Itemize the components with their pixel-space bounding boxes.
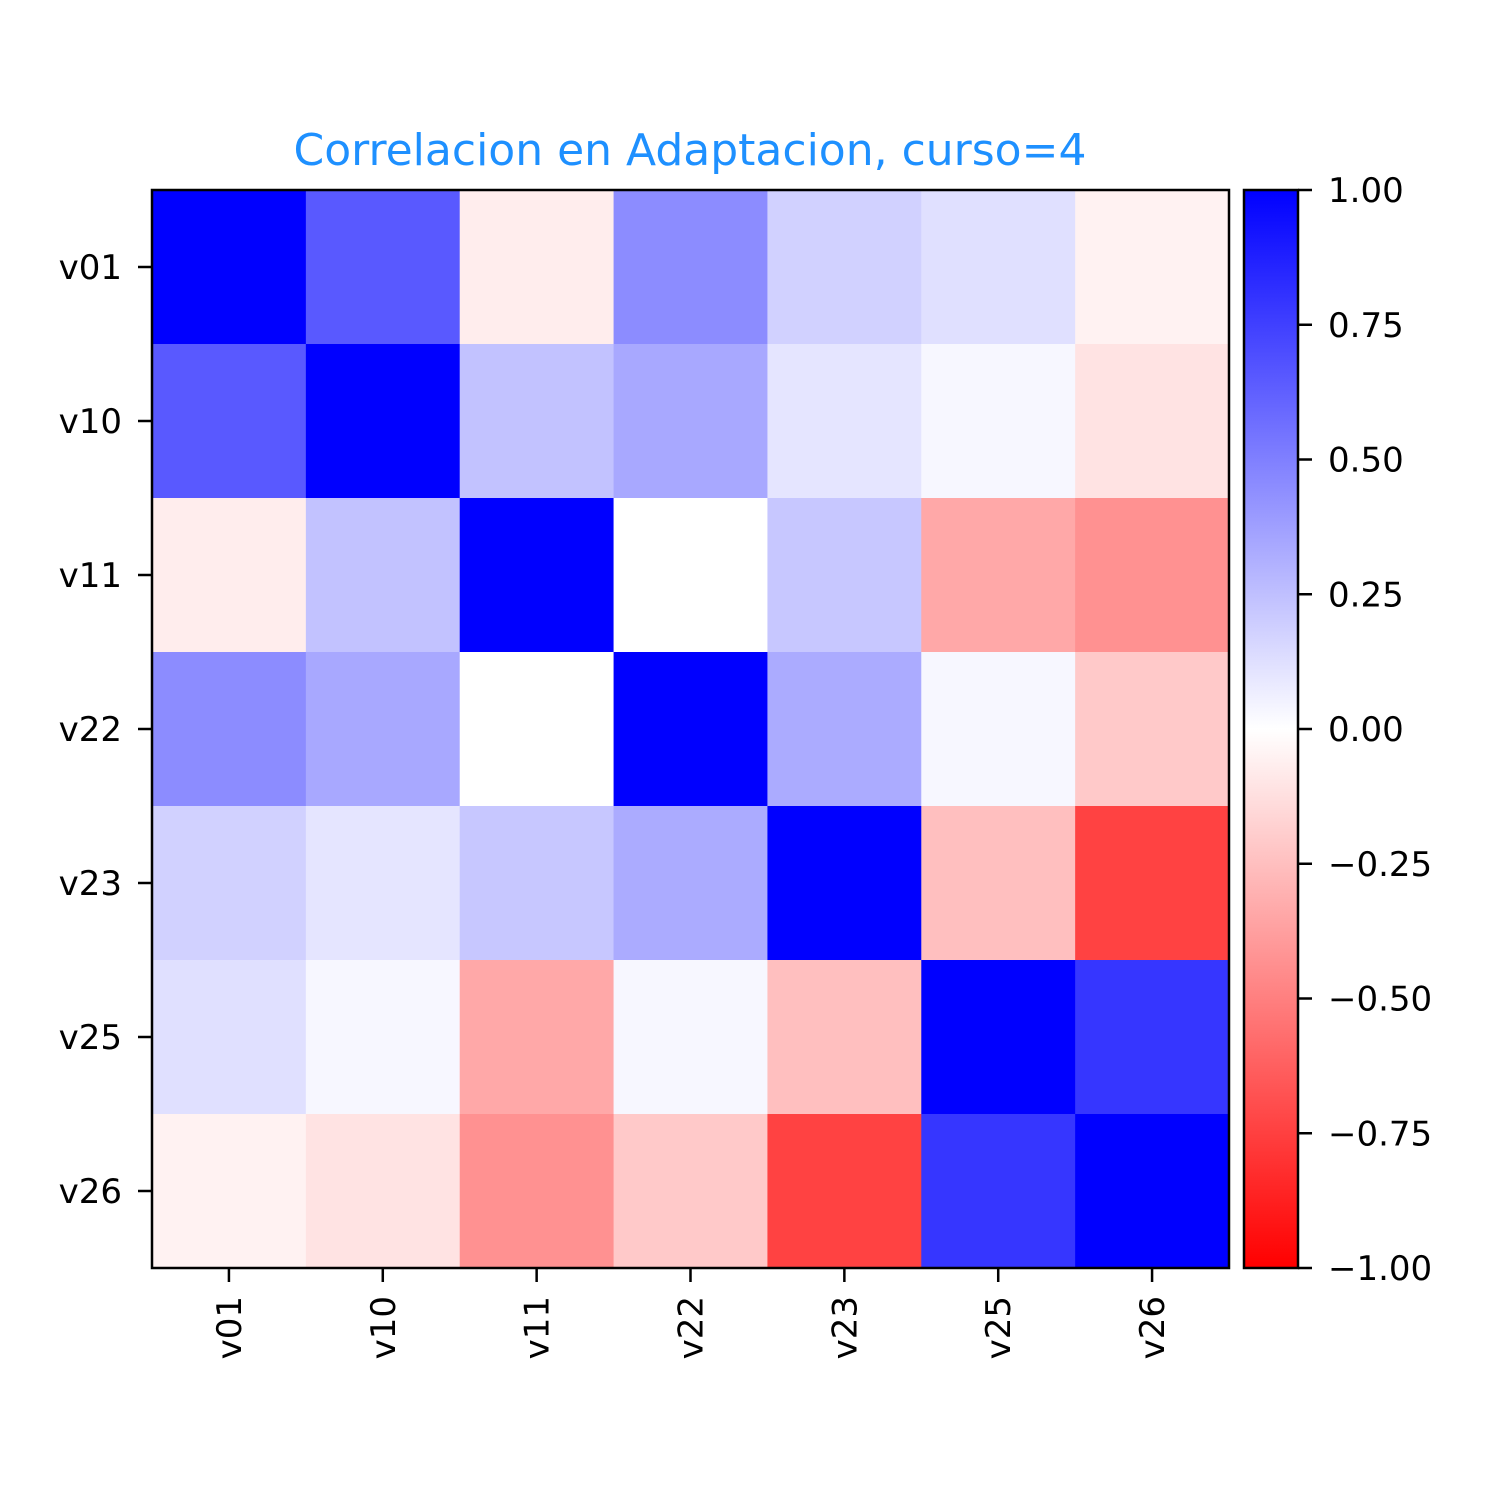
- heatmap-cell-v11-v26: [1075, 498, 1230, 653]
- heatmap-cell-v25-v26: [1075, 960, 1230, 1115]
- heatmap-cell-v22-v26: [1075, 652, 1230, 807]
- heatmap-cell-v25-v11: [459, 960, 615, 1115]
- colorbar-tick-label: 0.00: [1328, 710, 1404, 750]
- heatmap-cell-v25-v01: [152, 960, 307, 1115]
- heatmap-cell-v11-v01: [152, 498, 307, 653]
- heatmap-cell-v22-v25: [921, 652, 1076, 807]
- x-tick-label: v01: [210, 1296, 250, 1359]
- heatmap-cell-v26-v11: [459, 1114, 615, 1269]
- heatmap-cell-v23-v26: [1075, 806, 1230, 961]
- heatmap-cell-v26-v26: [1075, 1114, 1230, 1269]
- heatmap-cell-v25-v23: [767, 960, 922, 1115]
- heatmap-cell-v11-v10: [305, 498, 461, 653]
- heatmap-cell-v01-v25: [921, 190, 1076, 345]
- heatmap-cell-v23-v11: [459, 806, 615, 961]
- heatmap-cell-v22-v22: [613, 652, 769, 807]
- colorbar-axis: 1.00 0.75 0.50 0.25 0.00 −0.25 −0.50 −0.75 −1.00: [1298, 171, 1432, 1289]
- heatmap-cell-v23-v23: [767, 806, 922, 961]
- heatmap-cell-v26-v10: [305, 1114, 461, 1269]
- colorbar: [1242, 188, 1300, 1270]
- heatmap-cell-v25-v25: [921, 960, 1076, 1115]
- y-tick-label: v23: [59, 864, 122, 904]
- heatmap-cell-v25-v10: [305, 960, 461, 1115]
- chart-title: Correlacion en Adaptacion, curso=4: [294, 125, 1087, 176]
- heatmap-cell-v10-v10: [305, 344, 461, 499]
- heatmap-cell-v22-v23: [767, 652, 922, 807]
- heatmap-cell-v22-v11: [459, 652, 615, 807]
- x-tick-label: v23: [825, 1296, 865, 1359]
- y-tick-label: v22: [59, 710, 122, 750]
- heatmap-cell-v01-v22: [613, 190, 769, 345]
- colorbar-tick-label: 0.50: [1328, 441, 1404, 481]
- colorbar-tick-label: −0.25: [1328, 845, 1432, 885]
- heatmap-cell-v26-v25: [921, 1114, 1076, 1269]
- colorbar-tick-label: −0.50: [1328, 980, 1432, 1020]
- x-tick-label: v10: [364, 1296, 404, 1359]
- heatmap-cell-v10-v23: [767, 344, 922, 499]
- y-tick-label: v25: [59, 1018, 122, 1058]
- colorbar-tick-label: −1.00: [1328, 1249, 1432, 1289]
- heatmap-cell-v26-v22: [613, 1114, 769, 1269]
- colorbar-tick-label: −0.75: [1328, 1114, 1432, 1154]
- y-axis: v01 v10 v11 v22 v23 v25 v26: [59, 248, 152, 1212]
- heatmap-cell-v11-v25: [921, 498, 1076, 653]
- heatmap-cell-v11-v23: [767, 498, 922, 653]
- heatmap-cell-v23-v01: [152, 806, 307, 961]
- colorbar-tick-label: 1.00: [1328, 171, 1404, 211]
- heatmap-cell-v10-v11: [459, 344, 615, 499]
- x-tick-label: v25: [979, 1296, 1019, 1359]
- heatmap-cell-v01-v11: [459, 190, 615, 345]
- heatmap-cell-v10-v01: [152, 344, 307, 499]
- heatmap-cell-v22-v01: [152, 652, 307, 807]
- heatmap-cell-v01-v01: [152, 190, 307, 345]
- x-tick-label: v26: [1133, 1296, 1173, 1359]
- colorbar-tick-label: 0.25: [1328, 575, 1404, 615]
- x-axis: v01 v10 v11 v22 v23 v25 v26: [210, 1268, 1173, 1359]
- y-tick-label: v10: [59, 402, 122, 442]
- heatmap-cell-v23-v25: [921, 806, 1076, 961]
- heatmap-cell-v11-v22: [613, 498, 769, 653]
- heatmap-cell-v01-v10: [305, 190, 461, 345]
- heatmap-cell-v10-v22: [613, 344, 769, 499]
- heatmap-cell-v25-v22: [613, 960, 769, 1115]
- heatmap-cell-v26-v23: [767, 1114, 922, 1269]
- heatmap-cell-v01-v26: [1075, 190, 1230, 345]
- heatmap-cell-v11-v11: [459, 498, 615, 653]
- heatmap-cell-v01-v23: [767, 190, 922, 345]
- x-tick-label: v22: [672, 1296, 712, 1359]
- heatmap-cell-v23-v10: [305, 806, 461, 961]
- y-tick-label: v26: [59, 1172, 122, 1212]
- heatmap-cells: [152, 190, 1230, 1269]
- heatmap-cell-v10-v26: [1075, 344, 1230, 499]
- heatmap-cell-v26-v01: [152, 1114, 307, 1269]
- heatmap-cell-v23-v22: [613, 806, 769, 961]
- y-tick-label: v01: [59, 248, 122, 288]
- heatmap-cell-v10-v25: [921, 344, 1076, 499]
- colorbar-tick-label: 0.75: [1328, 306, 1404, 346]
- heatmap-cell-v22-v10: [305, 652, 461, 807]
- y-tick-label: v11: [59, 556, 122, 596]
- x-tick-label: v11: [518, 1296, 558, 1359]
